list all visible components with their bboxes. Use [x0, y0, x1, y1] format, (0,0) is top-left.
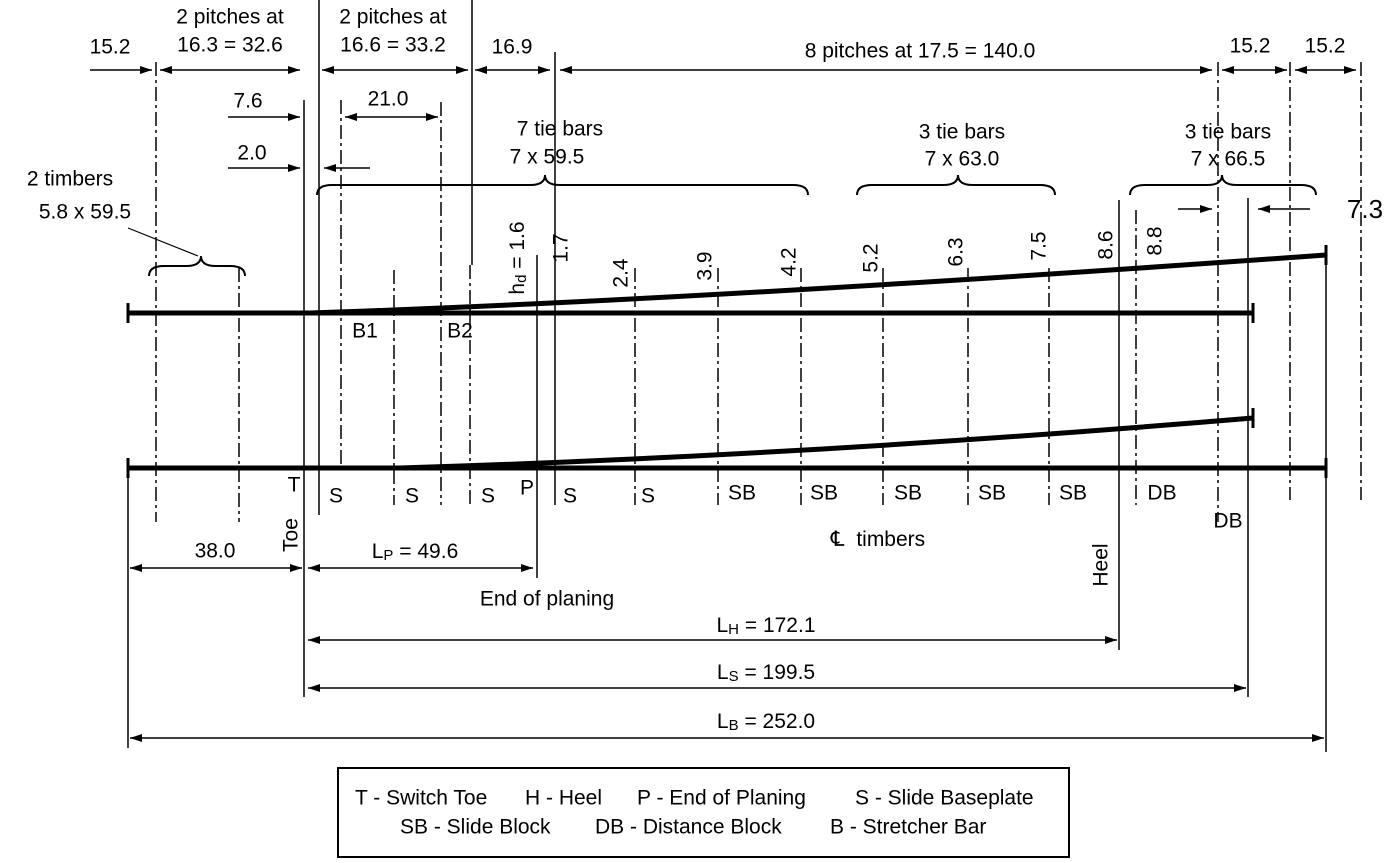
label-main: L — [372, 540, 384, 563]
label: SB — [810, 482, 838, 505]
label: S — [329, 485, 343, 508]
label-rest: = 1.6 — [506, 221, 529, 274]
label: 4.2 — [778, 247, 801, 276]
label: 7 x 63.0 — [925, 148, 1000, 171]
label: 7.6 — [233, 90, 262, 113]
legend-entry: P - End of Planing — [637, 787, 806, 810]
label-subscript: P — [383, 547, 393, 564]
label: LS = 199.5 — [717, 661, 815, 685]
legend-entry: T - Switch Toe — [355, 787, 487, 810]
label: End of planing — [480, 588, 614, 611]
label: 7 tie bars — [517, 118, 603, 141]
label: 5.2 — [860, 243, 883, 272]
label-subscript: S — [729, 668, 739, 685]
label: 7.5 — [1028, 231, 1051, 260]
legend-entry: SB - Slide Block — [400, 816, 551, 839]
label: B1 — [352, 320, 378, 343]
label: 16.6 = 33.2 — [340, 34, 446, 57]
label-subscript: B — [729, 717, 739, 734]
label: ℄ timbers — [830, 528, 925, 551]
label: 6.3 — [945, 237, 968, 266]
label: SB — [728, 482, 756, 505]
label: 7.3 — [1347, 194, 1383, 224]
centerline-symbol: ℄ — [830, 528, 845, 551]
label-rest: = 252.0 — [739, 710, 815, 733]
brace — [148, 255, 246, 277]
label-rest: = 172.1 — [739, 614, 815, 637]
label-rest: = 199.5 — [739, 661, 815, 684]
label: 15.2 — [1230, 35, 1271, 58]
switch-rail — [399, 415, 1254, 471]
label: LP = 49.6 — [372, 540, 459, 564]
leader-line — [127, 227, 199, 257]
label: DB — [1213, 510, 1242, 533]
label-subscript: H — [728, 621, 739, 638]
label: 21.0 — [368, 88, 409, 111]
label: S — [405, 485, 419, 508]
label: 8.8 — [1144, 226, 1167, 255]
brace — [1129, 174, 1317, 196]
legend-entry: DB - Distance Block — [595, 816, 782, 839]
label: 15.2 — [90, 36, 131, 59]
label: B2 — [447, 320, 473, 343]
label: S — [563, 485, 577, 508]
legend-entry: B - Stretcher Bar — [830, 816, 986, 839]
label: 16.9 — [492, 36, 533, 59]
brace — [856, 174, 1056, 196]
label: 2 pitches at — [339, 6, 447, 29]
label: 3 tie bars — [1185, 121, 1271, 144]
label: 8.6 — [1095, 230, 1118, 259]
label-main: h — [506, 283, 529, 295]
label: Heel — [1090, 543, 1113, 586]
label: SB — [1059, 482, 1087, 505]
brace — [316, 174, 809, 196]
label-main: L — [716, 614, 728, 637]
label: 3 tie bars — [919, 121, 1005, 144]
label: SB — [978, 482, 1006, 505]
label: 38.0 — [195, 540, 236, 563]
legend-entry: H - Heel — [525, 787, 602, 810]
label: 16.3 = 32.6 — [177, 34, 283, 57]
label-subscript: d — [513, 275, 530, 283]
label-main: L — [717, 710, 729, 733]
legend-box — [337, 767, 1070, 858]
label: 2.4 — [610, 258, 633, 288]
label: 1.7 — [550, 233, 573, 262]
label: T — [288, 474, 301, 497]
label-rest: = 49.6 — [393, 540, 458, 563]
label: 7 x 66.5 — [1191, 148, 1266, 171]
label: 2 timbers — [27, 168, 113, 191]
label: 15.2 — [1305, 35, 1346, 58]
label: SB — [894, 482, 922, 505]
label: 3.9 — [694, 251, 717, 280]
label: DB — [1147, 482, 1176, 505]
label: Toe — [280, 518, 303, 552]
label-main: L — [717, 661, 729, 684]
label: 7 x 59.5 — [510, 146, 585, 169]
legend-entry: S - Slide Baseplate — [855, 787, 1034, 810]
label: S — [641, 485, 655, 508]
label: 5.8 x 59.5 — [39, 201, 131, 224]
label: LH = 172.1 — [716, 614, 815, 638]
label: S — [481, 485, 495, 508]
label: hd = 1.6 — [506, 221, 530, 294]
label: LB = 252.0 — [717, 710, 815, 734]
label: 2 pitches at — [176, 6, 284, 29]
label: P — [520, 477, 534, 500]
label-text: timbers — [856, 528, 925, 551]
label: 2.0 — [237, 142, 266, 165]
label: 8 pitches at 17.5 = 140.0 — [805, 40, 1036, 63]
switch-rail — [309, 252, 1327, 316]
